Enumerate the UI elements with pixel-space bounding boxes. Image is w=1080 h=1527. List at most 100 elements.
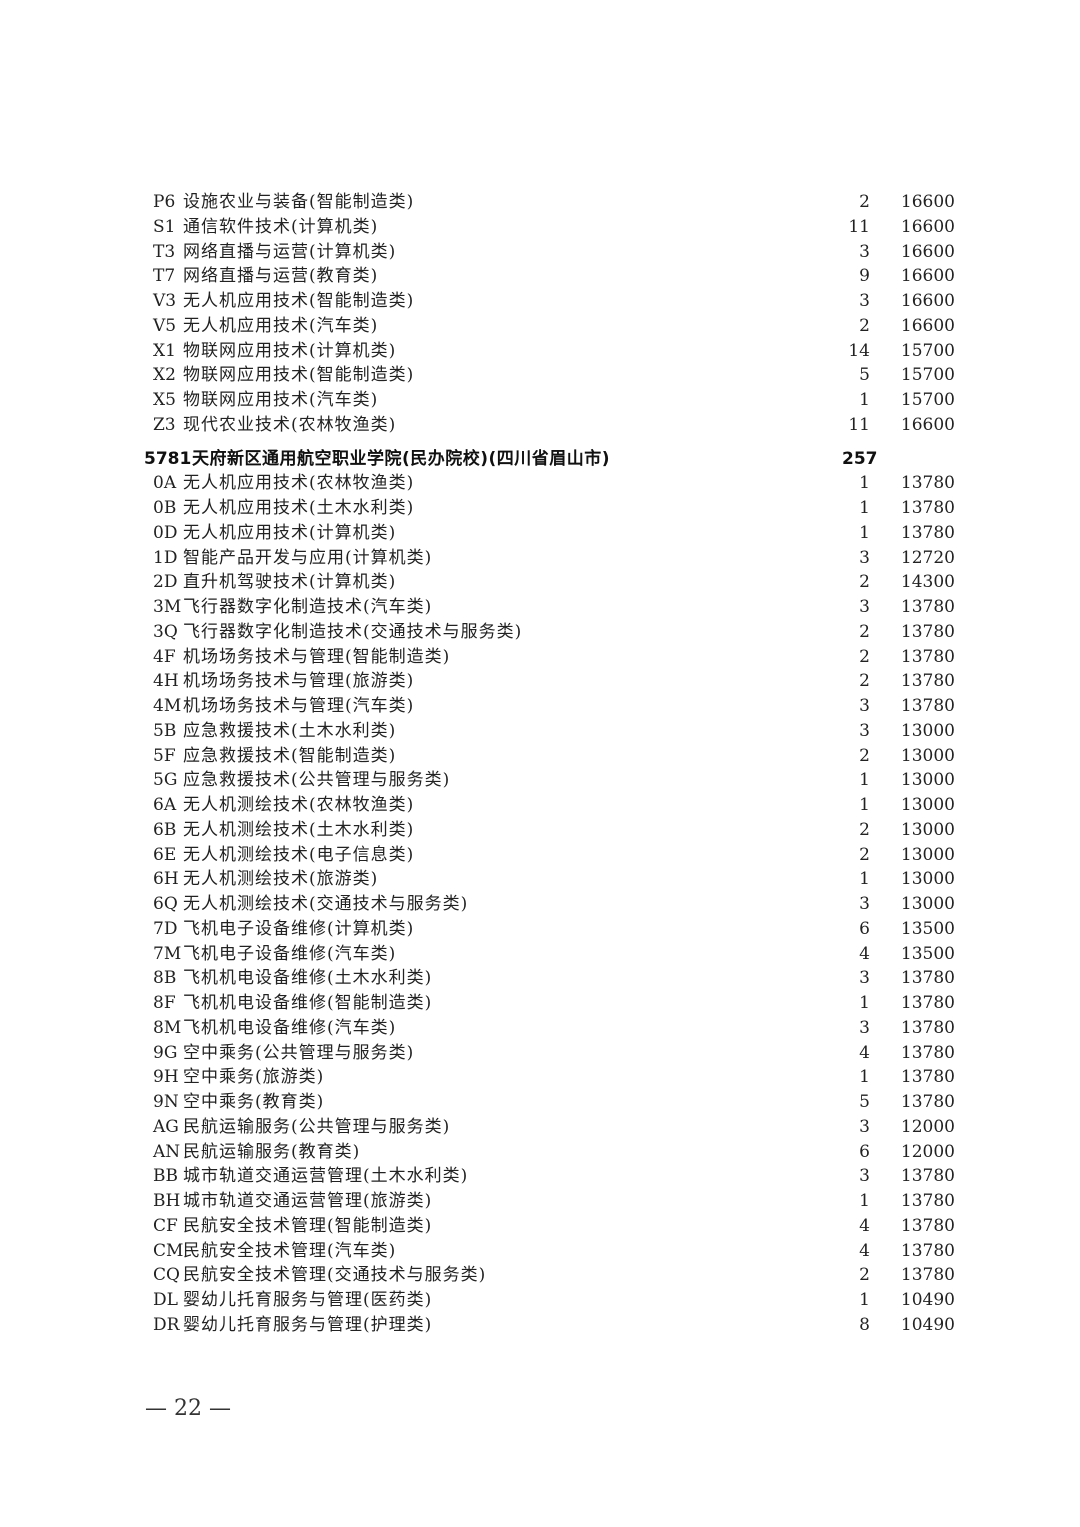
major-fee: 15700 <box>900 340 955 361</box>
major-count: 1 <box>859 795 870 815</box>
major-count: 2 <box>859 844 870 865</box>
major-fee: 13780 <box>900 1092 955 1112</box>
enrollment-table: P6 设施农业与装备(智能制造类) 2 16600 S1 通信软件技术(计算机类) 11 16… <box>0 190 1080 1338</box>
major-code: CF <box>153 1215 178 1236</box>
major-code: DR <box>153 1314 180 1335</box>
major-name: 民航运输服务(公共管理与服务类) <box>183 1116 451 1137</box>
school-code: 5781 <box>144 448 192 469</box>
major-code: 3M <box>153 597 182 617</box>
major-name: 飞机电子设备维修(汽车类) <box>183 943 397 964</box>
major-name: 直升机驾驶技术(计算机类) <box>183 572 397 593</box>
major-count: 3 <box>859 968 870 989</box>
major-row: 8M 飞机机电设备维修(汽车类) 3 13780 <box>0 1016 1080 1041</box>
major-row: T3 网络直播与运营(计算机类) 3 16600 <box>0 240 1080 265</box>
major-name: 飞行器数字化制造技术(汽车类) <box>183 597 433 617</box>
major-code: 0A <box>153 473 177 494</box>
major-count: 1 <box>859 869 870 890</box>
major-fee: 13780 <box>900 968 955 989</box>
major-code: 9G <box>153 1042 178 1063</box>
major-row: 5B 应急救援技术(土木水利类) 3 13000 <box>0 719 1080 744</box>
major-code: 6Q <box>153 894 178 914</box>
major-count: 1 <box>859 993 870 1013</box>
major-name: 应急救援技术(公共管理与服务类) <box>183 770 451 791</box>
major-row: 2D 直升机驾驶技术(计算机类) 2 14300 <box>0 570 1080 595</box>
major-fee: 13780 <box>900 1166 955 1187</box>
major-code: AN <box>153 1141 181 1162</box>
major-fee: 12720 <box>900 547 955 568</box>
major-code: 8B <box>153 968 177 989</box>
major-count: 3 <box>859 720 870 741</box>
major-row: AN 民航运输服务(教育类) 6 12000 <box>0 1140 1080 1165</box>
major-code: BB <box>153 1166 178 1187</box>
major-count: 2 <box>859 819 870 840</box>
major-fee: 13780 <box>900 498 955 518</box>
major-name: 城市轨道交通运营管理(旅游类) <box>183 1191 433 1211</box>
major-row: 9G 空中乘务(公共管理与服务类) 4 13780 <box>0 1041 1080 1066</box>
major-name: 空中乘务(公共管理与服务类) <box>183 1042 415 1063</box>
major-name: 无人机测绘技术(旅游类) <box>183 869 379 890</box>
major-count: 3 <box>859 547 870 568</box>
major-name: 无人机应用技术(土木水利类) <box>183 498 415 518</box>
major-count: 1 <box>859 1191 870 1211</box>
major-row: 9N 空中乘务(教育类) 5 13780 <box>0 1090 1080 1115</box>
major-name: 现代农业技术(农林牧渔类) <box>183 414 397 435</box>
major-count: 1 <box>859 1067 870 1088</box>
major-count: 5 <box>859 1092 870 1112</box>
major-row: 4F 机场场务技术与管理(智能制造类) 2 13780 <box>0 645 1080 670</box>
major-row: BH 城市轨道交通运营管理(旅游类) 1 13780 <box>0 1189 1080 1214</box>
major-count: 3 <box>859 241 870 262</box>
major-row: BB 城市轨道交通运营管理(土木水利类) 3 13780 <box>0 1164 1080 1189</box>
major-code: 7M <box>153 943 182 964</box>
major-code: V3 <box>153 291 177 311</box>
major-row: 3Q 飞行器数字化制造技术(交通技术与服务类) 2 13780 <box>0 620 1080 645</box>
major-name: 网络直播与运营(教育类) <box>183 266 379 287</box>
major-code: 9N <box>153 1092 179 1112</box>
major-fee: 13780 <box>900 1067 955 1088</box>
major-count: 2 <box>859 646 870 667</box>
major-name: 城市轨道交通运营管理(土木水利类) <box>183 1166 469 1187</box>
major-fee: 13780 <box>900 1215 955 1236</box>
major-code: 1D <box>153 547 178 568</box>
major-name: 空中乘务(教育类) <box>183 1092 325 1112</box>
major-count: 2 <box>859 572 870 593</box>
major-count: 3 <box>859 894 870 914</box>
major-fee: 12000 <box>900 1116 955 1137</box>
major-name: 应急救援技术(智能制造类) <box>183 745 397 766</box>
major-fee: 13000 <box>900 770 955 791</box>
major-row: CQ 民航安全技术管理(交通技术与服务类) 2 13780 <box>0 1263 1080 1288</box>
major-row: 3M 飞行器数字化制造技术(汽车类) 3 13780 <box>0 595 1080 620</box>
major-code: 7D <box>153 918 178 939</box>
major-row: 9H 空中乘务(旅游类) 1 13780 <box>0 1065 1080 1090</box>
major-count: 1 <box>859 1290 870 1310</box>
major-code: T3 <box>153 241 176 262</box>
major-code: 6B <box>153 819 177 840</box>
major-code: 5F <box>153 745 176 766</box>
major-row: 0A 无人机应用技术(农林牧渔类) 1 13780 <box>0 471 1080 496</box>
major-fee: 16600 <box>900 216 955 237</box>
major-name: 物联网应用技术(智能制造类) <box>183 365 415 386</box>
major-row: 6B 无人机测绘技术(土木水利类) 2 13000 <box>0 818 1080 843</box>
major-name: 民航安全技术管理(汽车类) <box>183 1240 397 1261</box>
major-fee: 13780 <box>900 993 955 1013</box>
major-fee: 13000 <box>900 894 955 914</box>
major-row: AG 民航运输服务(公共管理与服务类) 3 12000 <box>0 1115 1080 1140</box>
major-fee: 13780 <box>900 1240 955 1261</box>
major-code: 2D <box>153 572 178 593</box>
major-count: 11 <box>848 414 870 435</box>
major-fee: 16600 <box>900 192 955 212</box>
major-fee: 13780 <box>900 696 955 716</box>
major-fee: 16600 <box>900 414 955 435</box>
school-count: 257 <box>842 448 878 469</box>
major-name: 机场场务技术与管理(汽车类) <box>183 696 415 716</box>
major-fee: 13000 <box>900 745 955 766</box>
major-row: CF 民航安全技术管理(智能制造类) 4 13780 <box>0 1214 1080 1239</box>
major-code: 6H <box>153 869 179 890</box>
major-fee: 13780 <box>900 621 955 642</box>
major-name: 无人机测绘技术(土木水利类) <box>183 819 415 840</box>
major-code: 4F <box>153 646 176 667</box>
page-number: — 22 — <box>145 1396 231 1421</box>
major-name: 空中乘务(旅游类) <box>183 1067 325 1088</box>
major-code: P6 <box>153 192 176 212</box>
major-code: S1 <box>153 216 176 237</box>
major-fee: 13000 <box>900 720 955 741</box>
